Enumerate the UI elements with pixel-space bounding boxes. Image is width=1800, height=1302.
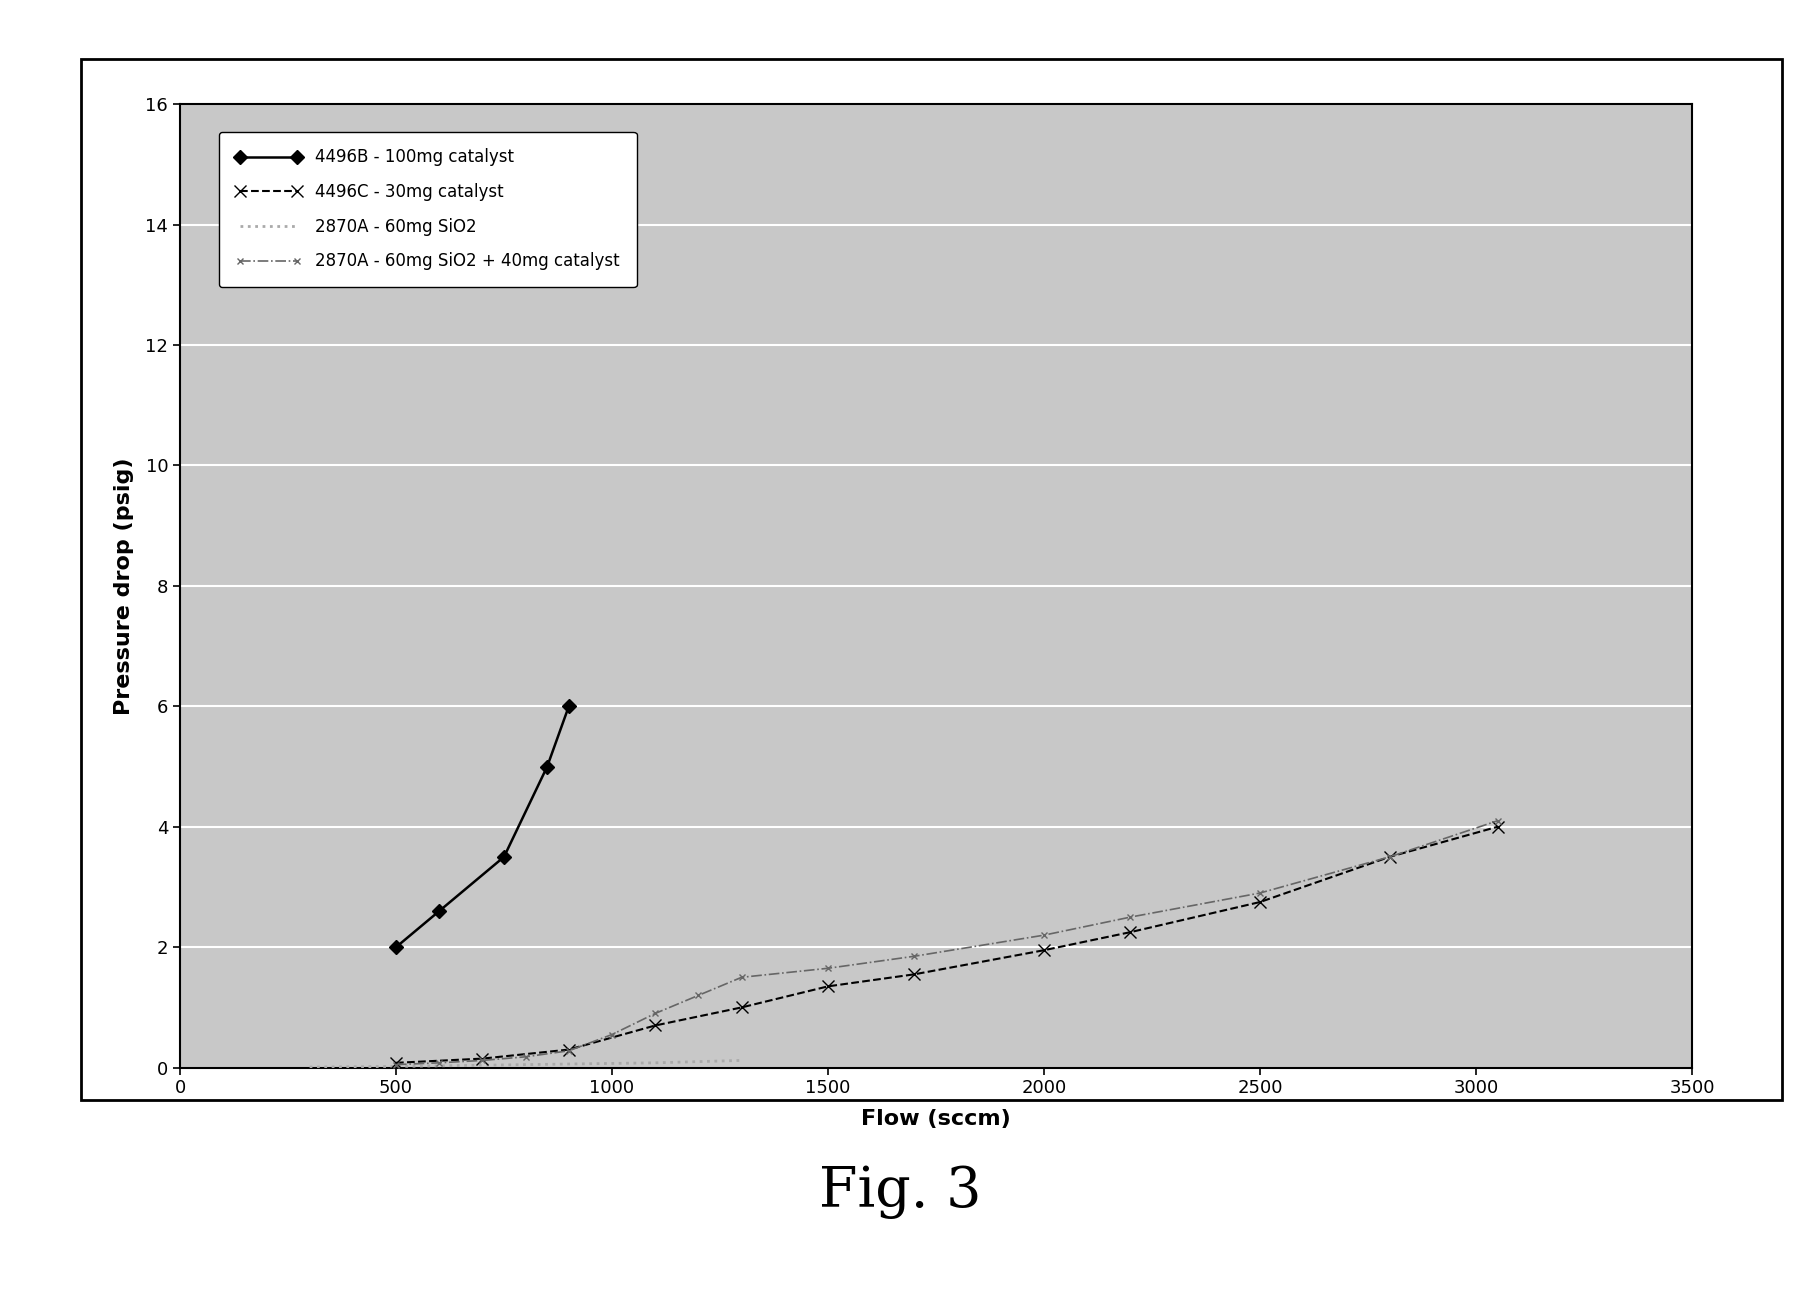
2870A - 60mg SiO2 + 40mg catalyst bbox=[644, 1005, 666, 1021]
4496B - 100mg catalyst bbox=[536, 759, 558, 775]
2870A - 60mg SiO2 + 40mg catalyst bbox=[688, 987, 709, 1003]
2870A - 60mg SiO2 bbox=[299, 1060, 320, 1075]
2870A - 60mg SiO2 + 40mg catalyst bbox=[1487, 812, 1508, 828]
2870A - 60mg SiO2 + 40mg catalyst bbox=[1120, 909, 1141, 924]
4496C - 30mg catalyst bbox=[1120, 924, 1141, 940]
Line: 2870A - 60mg SiO2: 2870A - 60mg SiO2 bbox=[310, 1060, 742, 1068]
2870A - 60mg SiO2 + 40mg catalyst bbox=[601, 1027, 623, 1043]
4496C - 30mg catalyst bbox=[1033, 943, 1055, 958]
X-axis label: Flow (sccm): Flow (sccm) bbox=[860, 1108, 1012, 1129]
Y-axis label: Pressure drop (psig): Pressure drop (psig) bbox=[113, 457, 135, 715]
2870A - 60mg SiO2 + 40mg catalyst bbox=[472, 1052, 493, 1068]
2870A - 60mg SiO2 bbox=[731, 1052, 752, 1068]
2870A - 60mg SiO2 + 40mg catalyst bbox=[731, 970, 752, 986]
2870A - 60mg SiO2 + 40mg catalyst bbox=[1249, 885, 1271, 901]
4496C - 30mg catalyst bbox=[385, 1055, 407, 1070]
4496C - 30mg catalyst bbox=[472, 1051, 493, 1066]
2870A - 60mg SiO2 + 40mg catalyst bbox=[385, 1057, 407, 1073]
2870A - 60mg SiO2 + 40mg catalyst bbox=[558, 1043, 580, 1059]
2870A - 60mg SiO2 + 40mg catalyst bbox=[1033, 927, 1055, 943]
2870A - 60mg SiO2 bbox=[385, 1059, 407, 1074]
Legend: 4496B - 100mg catalyst, 4496C - 30mg catalyst, 2870A - 60mg SiO2, 2870A - 60mg S: 4496B - 100mg catalyst, 4496C - 30mg cat… bbox=[218, 132, 637, 288]
4496C - 30mg catalyst bbox=[1249, 894, 1271, 910]
Line: 2870A - 60mg SiO2 + 40mg catalyst: 2870A - 60mg SiO2 + 40mg catalyst bbox=[392, 818, 1501, 1068]
4496B - 100mg catalyst bbox=[558, 698, 580, 713]
2870A - 60mg SiO2 bbox=[558, 1056, 580, 1072]
2870A - 60mg SiO2 + 40mg catalyst bbox=[817, 961, 839, 976]
4496B - 100mg catalyst bbox=[428, 904, 450, 919]
4496C - 30mg catalyst bbox=[817, 979, 839, 995]
2870A - 60mg SiO2 + 40mg catalyst bbox=[428, 1055, 450, 1070]
2870A - 60mg SiO2 + 40mg catalyst bbox=[904, 948, 925, 963]
4496C - 30mg catalyst bbox=[1487, 819, 1508, 835]
4496C - 30mg catalyst bbox=[558, 1042, 580, 1057]
Line: 4496B - 100mg catalyst: 4496B - 100mg catalyst bbox=[391, 702, 574, 952]
Text: Fig. 3: Fig. 3 bbox=[819, 1164, 981, 1219]
2870A - 60mg SiO2 + 40mg catalyst bbox=[515, 1049, 536, 1065]
4496B - 100mg catalyst bbox=[493, 849, 515, 865]
2870A - 60mg SiO2 bbox=[644, 1055, 666, 1070]
4496C - 30mg catalyst bbox=[731, 1000, 752, 1016]
4496C - 30mg catalyst bbox=[644, 1018, 666, 1034]
Line: 4496C - 30mg catalyst: 4496C - 30mg catalyst bbox=[391, 822, 1503, 1069]
2870A - 60mg SiO2 + 40mg catalyst bbox=[1379, 849, 1400, 865]
4496B - 100mg catalyst bbox=[385, 940, 407, 956]
4496C - 30mg catalyst bbox=[1379, 849, 1400, 865]
4496C - 30mg catalyst bbox=[904, 966, 925, 982]
2870A - 60mg SiO2 bbox=[472, 1057, 493, 1073]
